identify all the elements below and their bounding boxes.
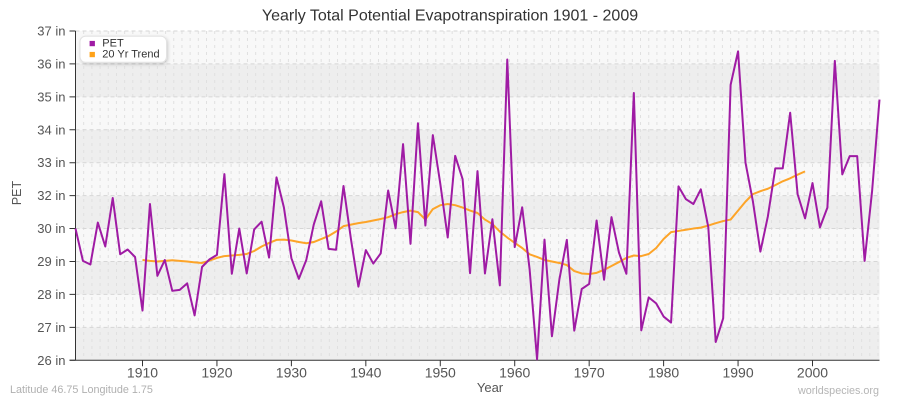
svg-text:35 in: 35 in: [37, 89, 65, 104]
svg-text:Yearly Total Potential Evapotr: Yearly Total Potential Evapotranspiratio…: [262, 8, 638, 25]
svg-text:26 in: 26 in: [37, 353, 65, 368]
svg-text:1910: 1910: [127, 365, 158, 381]
svg-text:1970: 1970: [574, 365, 605, 381]
svg-text:29 in: 29 in: [37, 254, 65, 269]
svg-text:1980: 1980: [648, 365, 679, 381]
svg-text:34 in: 34 in: [37, 122, 65, 137]
svg-text:1940: 1940: [350, 365, 381, 381]
svg-text:1930: 1930: [276, 365, 307, 381]
svg-text:1990: 1990: [722, 365, 753, 381]
svg-text:37 in: 37 in: [37, 24, 65, 39]
svg-text:27 in: 27 in: [37, 320, 65, 335]
svg-text:worldspecies.org: worldspecies.org: [797, 385, 879, 397]
svg-text:36 in: 36 in: [37, 56, 65, 71]
svg-text:PET: PET: [10, 180, 24, 205]
svg-text:Year: Year: [477, 380, 504, 395]
svg-text:Latitude 46.75 Longitude 1.75: Latitude 46.75 Longitude 1.75: [10, 384, 153, 396]
svg-text:1950: 1950: [425, 365, 456, 381]
svg-text:1960: 1960: [499, 365, 530, 381]
svg-text:32 in: 32 in: [37, 188, 65, 203]
svg-text:28 in: 28 in: [37, 287, 65, 302]
svg-text:20 Yr Trend: 20 Yr Trend: [102, 49, 159, 61]
svg-text:33 in: 33 in: [37, 155, 65, 170]
svg-text:2000: 2000: [797, 365, 828, 381]
svg-text:PET: PET: [102, 37, 124, 49]
svg-text:1920: 1920: [201, 365, 232, 381]
svg-text:30 in: 30 in: [37, 221, 65, 236]
